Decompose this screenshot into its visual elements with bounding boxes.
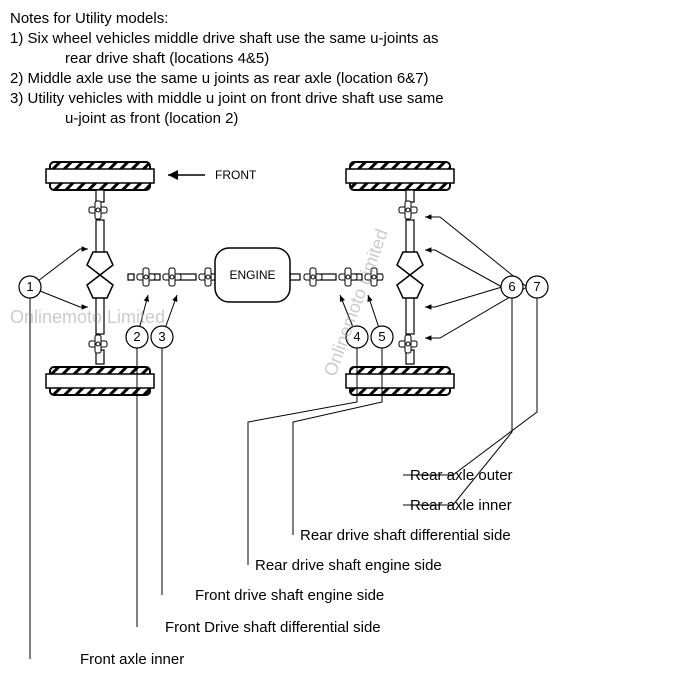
- svg-text:Rear axle outer: Rear axle outer: [410, 467, 513, 484]
- notes-title: Notes for Utility models:: [10, 10, 690, 27]
- svg-text:5: 5: [378, 329, 385, 344]
- svg-text:2: 2: [133, 329, 140, 344]
- svg-text:6: 6: [508, 279, 515, 294]
- svg-text:7: 7: [533, 279, 540, 294]
- svg-text:Front Drive shaft differential: Front Drive shaft differential side: [165, 619, 381, 636]
- svg-text:4: 4: [353, 329, 360, 344]
- note-1: 1) Six wheel vehicles middle drive shaft…: [10, 30, 690, 47]
- svg-text:Rear drive shaft engine side: Rear drive shaft engine side: [255, 557, 442, 574]
- note-1-cont: rear drive shaft (locations 4&5): [65, 50, 690, 67]
- svg-text:1: 1: [26, 279, 33, 294]
- note-3: 3) Utility vehicles with middle u joint …: [10, 90, 690, 107]
- svg-text:FRONT: FRONT: [215, 168, 257, 182]
- notes-section: Notes for Utility models: 1) Six wheel v…: [10, 10, 690, 127]
- svg-text:Front axle inner: Front axle inner: [80, 651, 184, 668]
- svg-text:Rear axle inner: Rear axle inner: [410, 497, 512, 514]
- svg-text:Front drive shaft engine side: Front drive shaft engine side: [195, 587, 384, 604]
- note-3-cont: u-joint as front (location 2): [65, 110, 690, 127]
- note-2: 2) Middle axle use the same u joints as …: [10, 70, 690, 87]
- svg-text:3: 3: [158, 329, 165, 344]
- svg-text:ENGINE: ENGINE: [229, 268, 275, 282]
- svg-text:Rear drive shaft differential: Rear drive shaft differential side: [300, 527, 511, 544]
- drivetrain-diagram: ENGINE FRONT 1 Front axle inner 2 Front Drive…: [10, 142, 690, 672]
